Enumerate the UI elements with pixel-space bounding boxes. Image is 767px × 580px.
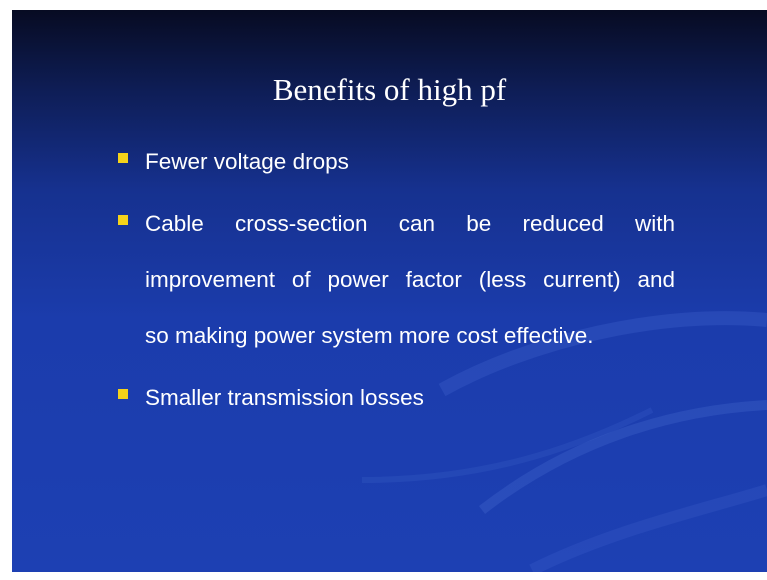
bullet-text: Cable cross-section can be reduced with bbox=[145, 211, 675, 236]
bullet-text: Fewer voltage drops bbox=[145, 149, 349, 174]
background-swoosh bbox=[361, 311, 767, 572]
bullet-marker bbox=[118, 389, 128, 399]
slide-title: Benefits of high pf bbox=[272, 72, 507, 107]
bullet-text: so making power system more cost effecti… bbox=[145, 323, 594, 348]
bullet-marker bbox=[118, 215, 128, 225]
bullet-marker bbox=[118, 153, 128, 163]
slide: Benefits of high pf Fewer voltage drops C… bbox=[12, 10, 767, 572]
bullet-item: Fewer voltage drops bbox=[118, 134, 698, 190]
bullet-item: Cable cross-section can be reduced with i… bbox=[118, 196, 698, 364]
bullet-list: Fewer voltage drops Cable cross-section c… bbox=[118, 134, 698, 432]
bullet-item: Smaller transmission losses bbox=[118, 370, 698, 426]
bullet-text: Smaller transmission losses bbox=[145, 385, 424, 410]
bullet-text: improvement of power factor (less curren… bbox=[145, 267, 675, 292]
